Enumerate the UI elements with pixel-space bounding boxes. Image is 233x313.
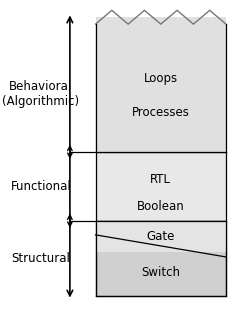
Bar <box>96 17 226 152</box>
Text: RTL: RTL <box>150 173 171 187</box>
Bar <box>91 0 231 17</box>
Text: Processes: Processes <box>132 106 190 119</box>
Text: Behavioral
(Algorithmic): Behavioral (Algorithmic) <box>2 80 79 108</box>
Polygon shape <box>96 10 226 152</box>
Text: Boolean: Boolean <box>137 200 185 213</box>
Bar <box>96 221 226 252</box>
Text: Functional: Functional <box>10 180 71 193</box>
Text: Structural: Structural <box>11 252 70 265</box>
Text: Loops: Loops <box>144 72 178 85</box>
Bar <box>96 152 226 221</box>
Text: Gate: Gate <box>147 230 175 243</box>
Text: Switch: Switch <box>141 266 180 279</box>
Bar <box>96 221 226 296</box>
